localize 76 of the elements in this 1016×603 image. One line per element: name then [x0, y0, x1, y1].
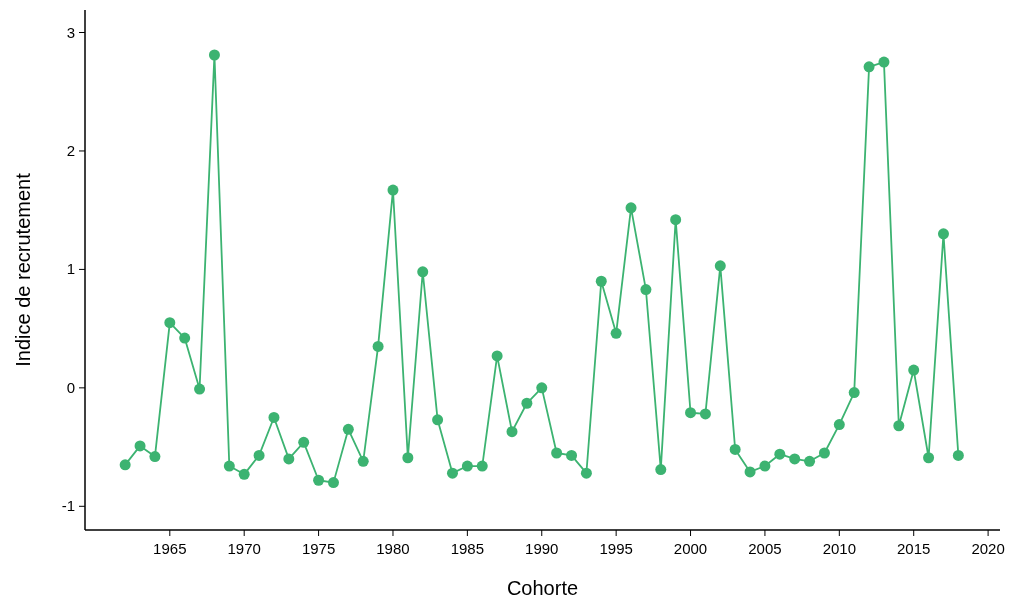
point: [491, 350, 503, 362]
point: [342, 423, 354, 435]
point: [417, 266, 429, 278]
y-tick-label: 1: [66, 260, 75, 278]
x-tick-label: 2010: [822, 540, 856, 557]
point: [937, 228, 949, 240]
point: [714, 260, 726, 272]
x-tick-label: 1985: [450, 540, 485, 557]
point: [372, 340, 384, 352]
point: [759, 460, 771, 472]
point: [461, 460, 473, 472]
y-tick-label: -1: [61, 497, 75, 515]
point: [164, 317, 176, 329]
x-tick-label: 2015: [897, 540, 931, 557]
point: [268, 411, 280, 423]
x-axis-title: Cohorte: [506, 577, 579, 599]
point: [298, 436, 310, 448]
point: [640, 284, 652, 296]
point: [506, 426, 518, 438]
point: [476, 460, 488, 472]
point: [848, 387, 860, 399]
point: [208, 49, 220, 61]
point: [194, 383, 206, 395]
x-tick-label: 2000: [673, 540, 708, 557]
point: [774, 448, 786, 460]
point: [878, 56, 890, 68]
point: [283, 453, 295, 465]
point: [685, 407, 697, 419]
point: [313, 474, 325, 486]
point: [521, 397, 533, 409]
y-tick-label: 3: [66, 23, 75, 41]
point: [595, 275, 607, 287]
point: [119, 459, 131, 471]
point: [625, 202, 637, 214]
point: [818, 447, 830, 459]
point: [327, 477, 339, 489]
y-tick-label: 2: [66, 141, 75, 159]
point: [446, 467, 458, 479]
point: [804, 455, 816, 467]
x-tick-label: 2005: [748, 540, 782, 557]
point: [893, 420, 905, 432]
point: [149, 451, 161, 463]
point: [402, 452, 414, 464]
point: [551, 447, 563, 459]
point: [253, 449, 265, 461]
point: [580, 467, 592, 479]
point: [729, 443, 741, 455]
x-tick-label: 1975: [301, 540, 336, 557]
x-tick-label: 2020: [971, 540, 1005, 557]
point: [863, 61, 875, 73]
point: [179, 332, 191, 344]
point: [952, 449, 964, 461]
point: [536, 382, 548, 394]
point: [223, 460, 235, 472]
point: [610, 327, 622, 339]
point: [699, 408, 711, 420]
point: [833, 419, 845, 431]
point: [908, 364, 920, 376]
point: [387, 184, 399, 196]
x-tick-label: 1990: [525, 540, 559, 557]
point: [238, 468, 250, 480]
x-tick-label: 1970: [227, 540, 261, 557]
point: [655, 464, 667, 476]
x-tick-label: 1995: [599, 540, 633, 557]
point: [432, 414, 444, 426]
x-tick-label: 1965: [153, 540, 187, 557]
y-tick-label: 0: [66, 378, 75, 396]
point: [566, 449, 578, 461]
point: [670, 214, 682, 226]
point: [744, 466, 756, 478]
point: [357, 455, 369, 467]
point: [134, 440, 146, 452]
point: [923, 452, 935, 464]
x-tick-label: 1980: [376, 540, 410, 557]
y-axis-title: Indice de recrutement: [12, 172, 34, 367]
point: [789, 453, 801, 465]
